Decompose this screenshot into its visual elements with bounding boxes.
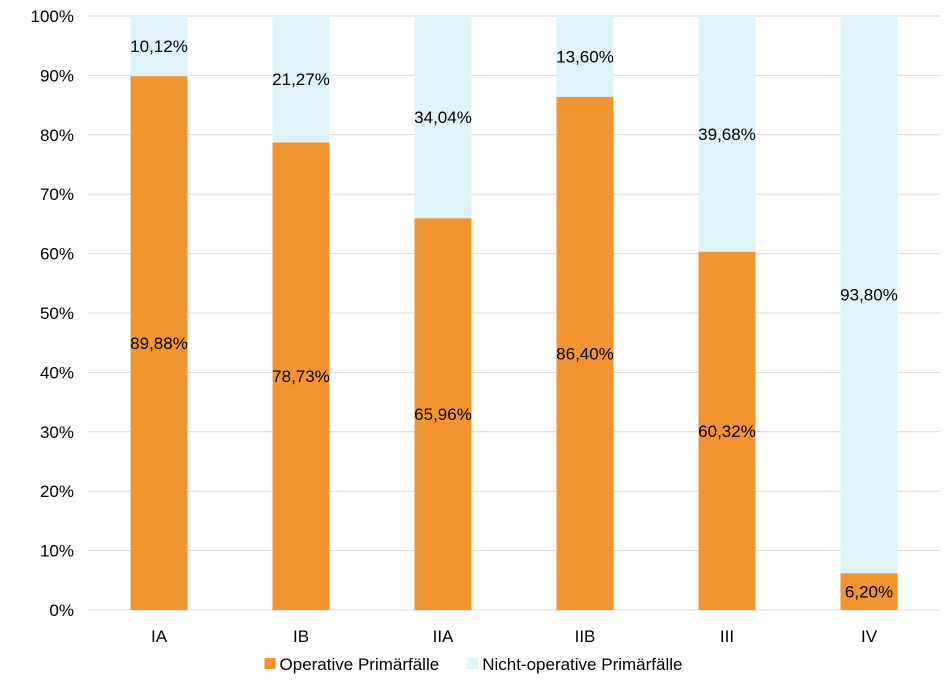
data-label: 39,68% (698, 125, 756, 144)
data-label: 89,88% (130, 334, 188, 353)
y-tick-label: 80% (40, 126, 74, 145)
y-tick-label: 100% (31, 7, 74, 26)
y-tick-label: 60% (40, 245, 74, 264)
data-label: 10,12% (130, 37, 188, 56)
bar-segment (414, 16, 472, 219)
y-tick-label: 70% (40, 185, 74, 204)
legend-label: Nicht-operative Primärfälle (482, 655, 682, 674)
legend-swatch (467, 658, 479, 669)
y-tick-label: 30% (40, 423, 74, 442)
data-label: 34,04% (414, 108, 472, 127)
bar-segment (272, 142, 330, 610)
data-label: 6,20% (845, 583, 893, 602)
x-tick-label: IIB (575, 627, 596, 646)
y-tick-label: 50% (40, 304, 74, 323)
bar-segment (130, 16, 188, 77)
bar-segment (840, 573, 898, 610)
legend: Operative Primärfälle Nicht-operative Pri… (264, 655, 682, 674)
data-labels: 89,88% 10,12% 78,73% 21,27% 65,96% 34,04% 86,4… (130, 37, 898, 602)
bar-segment (556, 16, 614, 97)
data-label: 21,27% (272, 70, 330, 89)
data-label: 78,73% (272, 367, 330, 386)
data-label: 86,40% (556, 344, 614, 363)
y-tick-label: 40% (40, 363, 74, 382)
x-axis: IA IB IIA IIB III IV (151, 627, 878, 646)
bar-segment (130, 76, 188, 611)
bar-segment (698, 251, 756, 610)
y-axis: 0% 10% 20% 30% 40% 50% 60% 70% 80% 90% 100% (31, 7, 74, 620)
data-label: 60,32% (698, 422, 756, 441)
bar-segment (840, 16, 898, 574)
y-tick-label: 90% (40, 66, 74, 85)
data-label: 13,60% (556, 47, 614, 66)
legend-label: Operative Primärfälle (280, 655, 440, 674)
bars (130, 16, 898, 611)
x-tick-label: IIA (433, 627, 454, 646)
data-label: 93,80% (840, 286, 898, 305)
bar-segment (414, 218, 472, 610)
bar-segment (556, 96, 614, 610)
x-tick-label: IA (151, 627, 168, 646)
y-tick-label: 0% (49, 601, 74, 620)
legend-swatch (264, 658, 276, 669)
bar-segment (272, 16, 330, 143)
data-label: 65,96% (414, 405, 472, 424)
bar-segment (698, 16, 756, 252)
x-tick-label: III (720, 627, 734, 646)
y-tick-label: 10% (40, 542, 74, 561)
gridlines (88, 15, 940, 611)
y-tick-label: 20% (40, 482, 74, 501)
x-tick-label: IB (293, 627, 309, 646)
x-tick-label: IV (861, 627, 878, 646)
